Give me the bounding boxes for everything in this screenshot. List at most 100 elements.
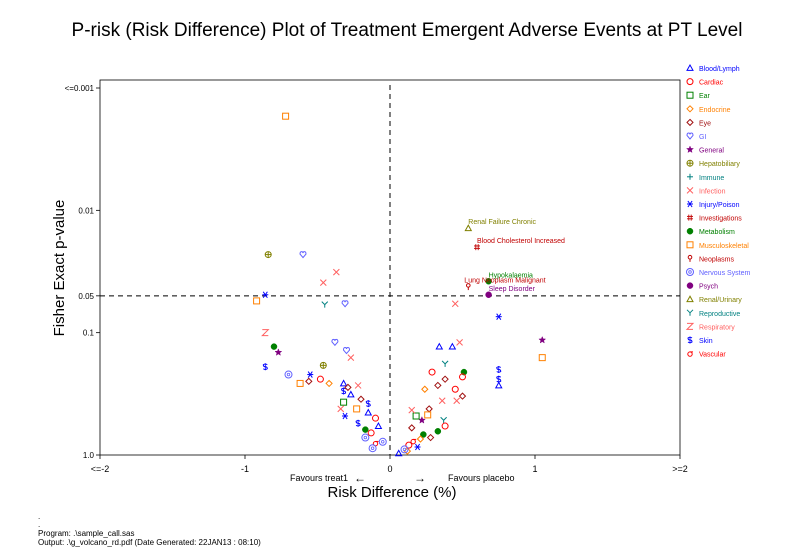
x-axis-ticks: <=-2 -1 0 1 >=2 — [91, 455, 688, 474]
labeled-data-point — [485, 278, 492, 285]
data-point — [331, 338, 339, 347]
data-point — [262, 363, 268, 371]
footer-dot-2: . — [38, 520, 41, 529]
x-tick-label: <=-2 — [91, 464, 110, 474]
x-axis-label: Risk Difference (%) — [328, 484, 457, 501]
legend-label: Neoplasms — [699, 256, 735, 263]
data-point — [319, 279, 327, 286]
data-point — [339, 379, 348, 387]
legend: Blood/Lymph Cardiac Ear Endocrine Eye GI Gener… — [685, 63, 751, 359]
x-tick-label: 0 — [387, 464, 392, 474]
footer-output: Output: .\g_volcano_rd.pdf (Date Generat… — [38, 538, 261, 547]
points-layer — [253, 112, 547, 457]
data-point — [440, 416, 448, 424]
data-point — [424, 411, 432, 419]
data-point — [307, 371, 314, 378]
legend-label: GI — [699, 134, 706, 141]
data-point — [410, 438, 417, 445]
legend-label: Investigations — [699, 216, 742, 223]
data-point — [414, 443, 421, 451]
data-point — [299, 251, 307, 259]
data-point — [441, 360, 449, 367]
data-point — [261, 329, 270, 337]
favours-left-label: Favours treat1 — [290, 473, 348, 483]
legend-label: Eye — [699, 120, 711, 127]
data-point — [342, 347, 351, 355]
data-point — [270, 343, 278, 350]
legend-marker — [686, 63, 694, 71]
chart-title: P-risk (Risk Difference) Plot of Treatme… — [72, 20, 743, 41]
data-point — [342, 412, 349, 420]
legend-marker — [686, 159, 694, 167]
data-point — [425, 405, 433, 413]
data-point — [368, 444, 377, 453]
reference-lines — [100, 85, 680, 455]
data-point — [434, 381, 442, 390]
y-axis-ticks: <=0.001 0.01 0.05 0.1 1.0 — [65, 84, 100, 460]
data-point — [456, 338, 463, 346]
legend-marker — [687, 200, 693, 208]
legend-marker — [687, 351, 693, 357]
data-point — [459, 373, 466, 381]
data-point — [451, 385, 459, 393]
legend-marker — [686, 91, 694, 99]
legend-marker — [686, 241, 694, 249]
y-tick-label: 0.05 — [78, 292, 94, 301]
legend-label: Blood/Lymph — [699, 66, 740, 73]
legend-label: Injury/Poison — [699, 202, 740, 209]
legend-label: Psych — [699, 284, 718, 291]
legend-marker — [686, 227, 694, 235]
point-label: Lung Neoplasm Malignant — [464, 278, 545, 285]
legend-marker — [686, 295, 694, 303]
data-point — [405, 441, 413, 449]
data-point — [435, 342, 444, 350]
data-point — [296, 379, 304, 387]
data-point — [341, 387, 347, 395]
data-point — [428, 368, 436, 376]
data-point — [400, 445, 409, 454]
x-tick-label: -1 — [241, 464, 249, 474]
data-point — [426, 433, 435, 442]
labeled-data-point — [464, 224, 473, 232]
legend-label: Reproductive — [699, 311, 740, 318]
data-point — [495, 313, 502, 320]
legend-label: General — [699, 148, 724, 155]
data-point — [458, 392, 467, 400]
data-point — [355, 419, 361, 427]
legend-label: Musculoskeletal — [699, 243, 749, 250]
legend-label: Renal/Urinary — [699, 297, 742, 304]
labeled-data-point — [466, 283, 471, 291]
data-point — [341, 300, 349, 308]
data-point — [408, 424, 416, 432]
data-point — [274, 348, 283, 356]
point-label: Hypokalaemia — [489, 272, 533, 279]
y-tick-label: 0.1 — [83, 329, 95, 338]
legend-marker — [686, 78, 694, 86]
legend-label: Cardiac — [699, 80, 724, 87]
legend-label: Infection — [699, 188, 726, 195]
data-point — [434, 428, 442, 435]
footer-dot-1: . — [38, 512, 41, 521]
legend-label: Skin — [699, 338, 713, 345]
legend-marker — [686, 118, 694, 127]
data-point — [372, 414, 379, 422]
data-point — [538, 354, 546, 362]
legend-label: Immune — [699, 175, 724, 182]
data-point — [354, 382, 362, 389]
data-point — [496, 365, 502, 373]
legend-marker — [686, 187, 694, 194]
data-point — [264, 251, 272, 259]
labeled-data-point — [485, 291, 492, 299]
data-point — [421, 385, 429, 393]
favours-right-arrow: → — [414, 471, 426, 485]
point-labels-layer: Renal Failure Chronic Blood Cholesterol I… — [464, 219, 565, 293]
y-tick-label: 0.01 — [78, 206, 94, 215]
x-tick-label: >=2 — [672, 464, 688, 474]
data-point — [420, 431, 427, 438]
data-point — [361, 433, 370, 442]
data-point — [319, 361, 327, 369]
legend-label: Nervous System — [699, 270, 751, 277]
data-point — [262, 291, 269, 299]
